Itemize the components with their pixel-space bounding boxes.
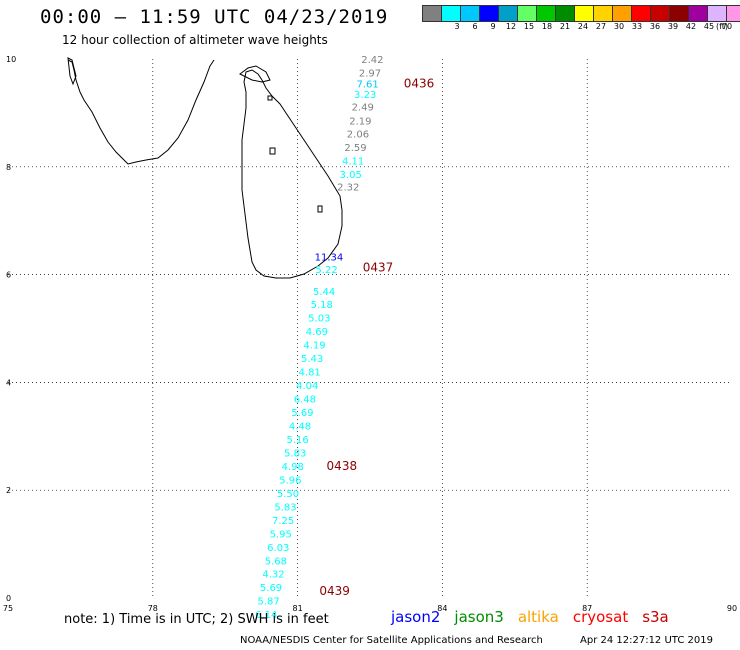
swh-value-label: 5.50 (277, 489, 299, 500)
colorbar-tick-label: 39 (667, 22, 679, 31)
colorbar-tick-label: 24 (577, 22, 589, 31)
swh-value-label: 2.59 (344, 143, 366, 154)
colorbar-tick-label: 27 (595, 22, 607, 31)
swh-value-label: 5.87 (258, 597, 280, 608)
colorbar-tick-label: 21 (559, 22, 571, 31)
colorbar-tick-label: 15 (523, 22, 535, 31)
colorbar-tick-label: 12 (505, 22, 517, 31)
swh-value-label: 4.69 (306, 327, 328, 338)
x-tick-label: 81 (293, 604, 303, 613)
swh-value-label: 6.48 (294, 395, 316, 406)
swh-value-label: 5.83 (284, 448, 306, 459)
map-grid (8, 59, 732, 598)
colorbar-labels: 3 6 9 12 15 18 21 24 27 30 33 36 39 42 45 70 (ft) (422, 22, 740, 34)
x-tick-label: 75 (3, 604, 13, 613)
satellite-legend-entry: cryosat (572, 608, 629, 626)
colorbar-swatch (726, 5, 740, 22)
wave-height-colorbar (422, 5, 740, 22)
colorbar-tick-label: 9 (490, 22, 496, 31)
footer-note: note: 1) Time is in UTC; 2) SWH is in fe… (64, 612, 329, 627)
india-coastline (67, 59, 215, 165)
swh-value-label: 5.18 (311, 300, 333, 311)
satellite-legend-entry: s3a (642, 608, 669, 626)
colorbar-tick-label: 30 (613, 22, 625, 31)
swh-value-label: 6.14 (255, 610, 277, 621)
credit-line: NOAA/NESDIS Center for Satellite Applica… (240, 635, 543, 646)
x-tick-label: 87 (582, 604, 592, 613)
satellite-legend-entry: jason2 (391, 608, 441, 626)
swh-value-label: 5.22 (315, 265, 337, 276)
axis-tick-labels: 75 78 81 84 87 90 0 2 4 6 8 10 (3, 55, 737, 613)
x-tick-label: 90 (727, 604, 737, 613)
india-islet (67, 57, 77, 86)
swh-observations: 2.42 2.977.613.232.49 2.19 2.06 2.59 4.11 3.05… (255, 55, 383, 621)
swh-value-label: 2.97 (359, 68, 381, 79)
colorbar-tick-label: 70 (721, 22, 733, 31)
page-title: 00:00 – 11:59 UTC 04/23/2019 (40, 6, 389, 28)
x-tick-label: 78 (148, 604, 158, 613)
y-tick-label: 8 (6, 163, 11, 172)
colorbar-tick-label: 3 (454, 22, 460, 31)
coastline (67, 57, 343, 279)
swh-value-label: 6.03 (267, 543, 289, 554)
satellite-legend-entry: jason3 (454, 608, 504, 626)
pass-time-labels: 0436 0437 0438 0439 (319, 76, 434, 598)
satellite-legend-entry: altika (517, 608, 559, 626)
coast-islet-3 (267, 95, 273, 101)
coast-islet-2 (317, 205, 323, 213)
swh-value-label: 5.69 (260, 583, 282, 594)
colorbar-tick-label: 36 (649, 22, 661, 31)
y-tick-label: 10 (6, 55, 16, 64)
swh-value-label: 3.05 (340, 170, 362, 181)
satellite-legend: jason2 jason3 altika cryosat s3a (391, 608, 669, 626)
y-tick-label: 4 (6, 378, 11, 387)
swh-value-label: 2.19 (349, 116, 371, 127)
swh-value-label: 2.06 (347, 129, 369, 140)
swh-value-label: 5.03 (308, 314, 330, 325)
swh-value-label: 2.42 (361, 55, 383, 66)
swh-value-label: 4.48 (289, 422, 311, 433)
swh-value-label: 4.11 (342, 156, 364, 167)
colorbar-tick-label: 6 (472, 22, 478, 31)
jaffna-peninsula (239, 65, 271, 83)
swh-value-label: 7.61 (356, 79, 378, 90)
swh-value-label: 4.98 (282, 462, 304, 473)
y-tick-label: 6 (6, 271, 11, 280)
swh-value-label: 2.32 (337, 183, 359, 194)
swh-value-label: 3.23 (354, 90, 376, 101)
y-tick-label: 0 (6, 594, 11, 603)
swh-value-label: 2.49 (352, 102, 374, 113)
swh-value-label: 5.68 (265, 556, 287, 567)
pass-time-label: 0437 (363, 261, 394, 275)
pass-time-label: 0436 (404, 76, 435, 90)
colorbar-unit: (ft) (716, 22, 729, 31)
x-tick-label: 84 (437, 604, 447, 613)
swh-value-label: 5.96 (279, 475, 301, 486)
swh-value-label: 4.19 (303, 341, 325, 352)
pass-time-label: 0438 (327, 459, 358, 473)
page-subtitle: 12 hour collection of altimeter wave hei… (62, 33, 328, 47)
colorbar-tick-label: 33 (631, 22, 643, 31)
swh-value-label: 5.95 (270, 529, 292, 540)
swh-value-label: 7.25 (272, 516, 294, 527)
colorbar-tick-label: 45 (703, 22, 715, 31)
colorbar-tick-label: 42 (685, 22, 697, 31)
swh-value-label: 4.32 (262, 570, 284, 581)
pass-time-label: 0439 (319, 584, 350, 598)
swh-value-label: 4.04 (296, 381, 318, 392)
swh-value-label: 11.34 (315, 252, 344, 263)
swh-value-label: 5.69 (291, 408, 313, 419)
coast-islet-1 (269, 147, 276, 155)
swh-value-label: 5.83 (274, 502, 296, 513)
generation-timestamp: Apr 24 12:27:12 UTC 2019 (580, 635, 713, 646)
swh-value-label: 4.81 (299, 368, 321, 379)
swh-value-label: 5.16 (286, 435, 308, 446)
colorbar-tick-label: 18 (541, 22, 553, 31)
swh-value-label: 5.44 (313, 287, 335, 298)
y-tick-label: 2 (6, 486, 11, 495)
swh-value-label: 5.43 (301, 354, 323, 365)
sri-lanka-coastline (241, 69, 343, 279)
